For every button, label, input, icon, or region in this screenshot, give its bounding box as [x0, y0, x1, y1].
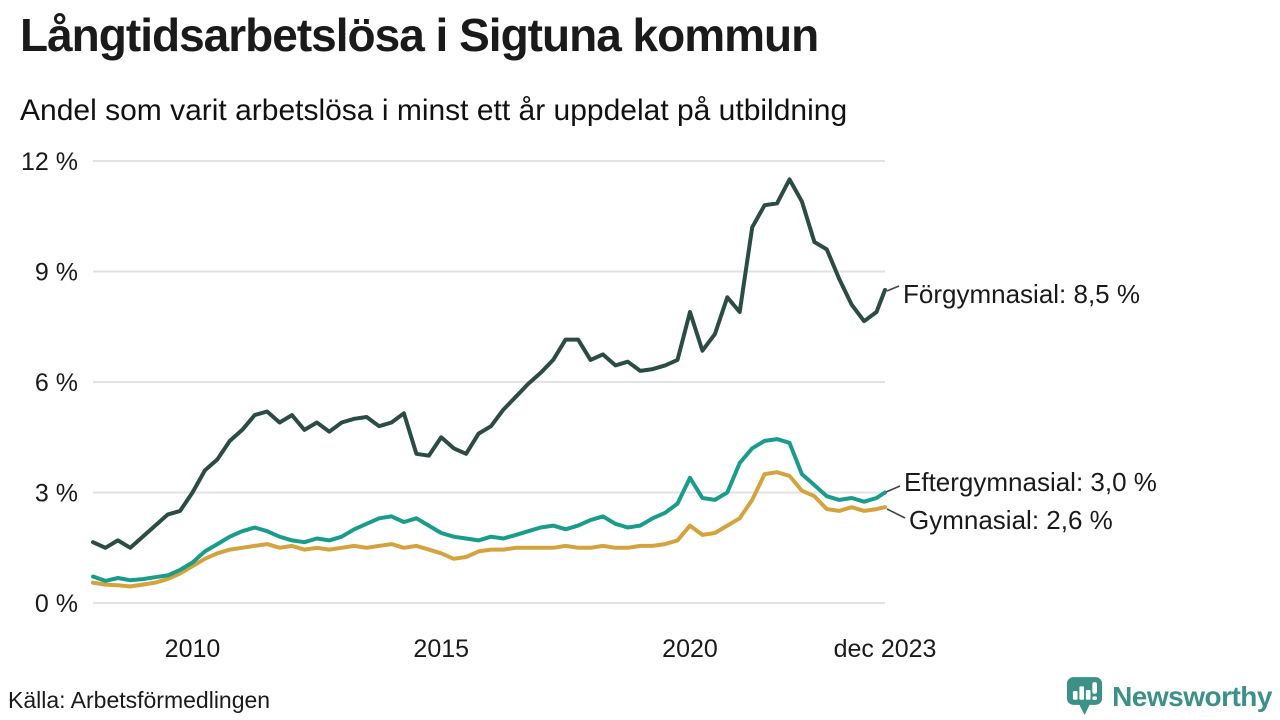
x-axis-tick-label: dec 2023	[834, 635, 937, 663]
series-line-eftergymnasial	[91, 437, 887, 583]
x-axis-tick-label: 2010	[165, 635, 221, 663]
source-note: Källa: Arbetsförmedlingen	[8, 687, 271, 713]
newsworthy-brand: Newsworthy	[1066, 676, 1272, 717]
y-axis-tick-label: 9 %	[35, 259, 78, 287]
newsworthy-logo-icon	[1066, 677, 1103, 715]
chart-title: Långtidsarbetslösa i Sigtuna kommun	[20, 9, 819, 61]
y-axis-tick-label: 6 %	[35, 369, 78, 397]
label-connector-eftergymnasial	[885, 485, 901, 493]
x-axis-tick-label: 2020	[662, 635, 718, 663]
x-axis-tick-label: 2015	[413, 635, 469, 663]
chart-subtitle: Andel som varit arbetslösa i minst ett å…	[20, 94, 848, 127]
series-end-label-förgymnasial: Förgymnasial: 8,5 %	[903, 279, 1140, 309]
label-connector-förgymnasial	[886, 285, 900, 292]
label-connector-gymnasial	[886, 508, 906, 519]
series-line-gymnasial	[91, 470, 887, 589]
series-end-label-gymnasial: Gymnasial: 2,6 %	[909, 505, 1113, 535]
y-axis-tick-label: 3 %	[35, 480, 78, 508]
y-axis-tick-label: 0 %	[35, 590, 78, 618]
newsworthy-wordmark: Newsworthy	[1112, 680, 1272, 712]
series-end-label-eftergymnasial: Eftergymnasial: 3,0 %	[904, 467, 1157, 497]
y-axis-tick-label: 12 %	[21, 148, 78, 176]
series-line-förgymnasial	[91, 177, 887, 550]
